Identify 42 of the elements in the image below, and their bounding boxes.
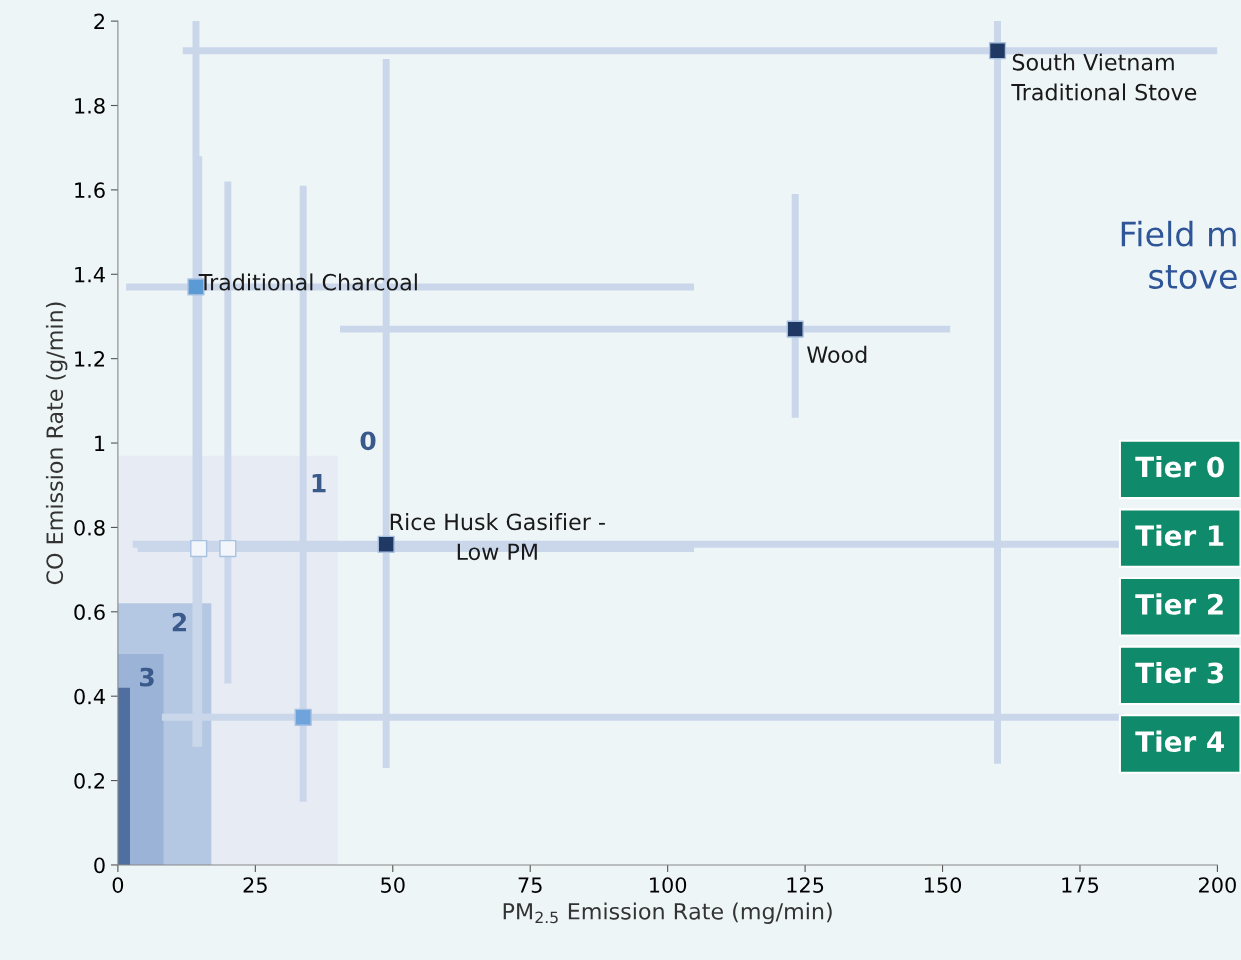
point [219,539,237,558]
annotation: Tier 1 [1135,524,1224,547]
annotation: 1 [312,473,326,493]
annotation: Tier 0 [1135,456,1224,478]
x-tick-label: 100 [650,877,687,893]
point [786,320,804,338]
annotation: Tier 4 [1135,730,1224,753]
annotation: Wood [807,345,867,363]
y-tick-label: 1.2 [75,351,104,367]
annotation: Rice Husk Gasifier - Low PM [390,513,605,561]
point [988,42,1007,60]
y-tick-label: 1 [95,435,105,451]
y-tick-label: 0.8 [74,519,105,536]
annotation: 3 [140,667,154,687]
x-tick-label: 50 [381,877,405,893]
annotation: Tier 2 [1135,593,1223,615]
x-tick-label: 25 [243,877,267,893]
y-tick-label: 2 [94,13,104,30]
y-tick-label: 0.6 [74,604,105,621]
x-tick-label: 200 [1199,877,1236,893]
y-tick-label: 0 [94,857,105,874]
y-tick-label: 0.2 [74,773,104,789]
y-axis-title: CO Emission Rate (g/min) [45,302,68,585]
annotation: 0 [360,431,376,451]
y-tick-label: 0.4 [74,688,105,705]
annotation: Tier 3 [1135,661,1223,684]
x-tick-label: 175 [1062,877,1099,893]
point [377,535,395,553]
x-tick-label: 150 [924,877,962,893]
point [294,708,312,726]
x-axis-title: PM$_{2.5}$ Emission Rate (mg/min) [503,902,832,924]
annotation: 2 [172,612,186,632]
annotation: Traditional Charcoal [198,273,417,291]
y-tick-label: 1.4 [75,267,105,283]
x-tick-label: 0 [112,877,124,893]
point [190,539,208,558]
annotation: Field m stove [1121,220,1237,289]
y-tick-label: 1.8 [75,97,105,114]
annotation: South Vietnam Traditional Stove [1011,53,1197,101]
y-tick-label: 1.6 [75,182,105,199]
x-tick-label: 75 [518,877,542,893]
x-tick-label: 125 [787,877,824,893]
